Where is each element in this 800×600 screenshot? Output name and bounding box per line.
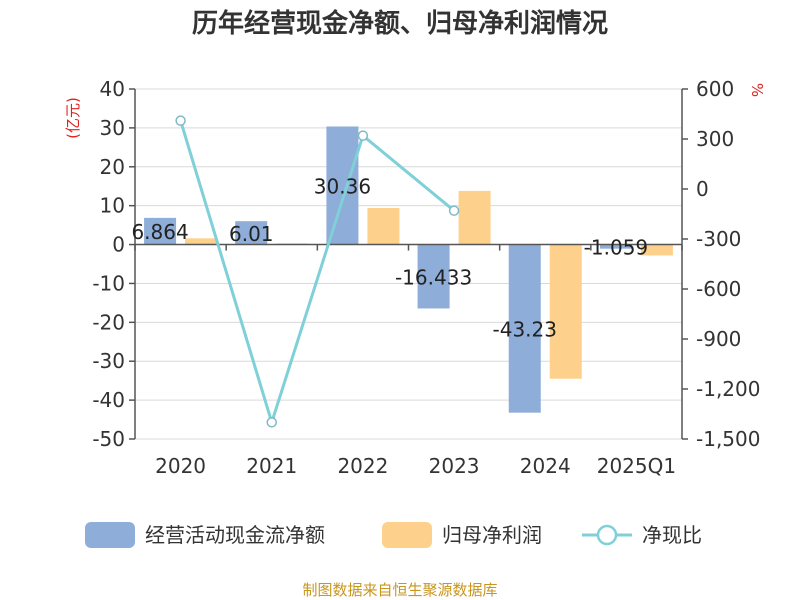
legend-swatch-net-profit	[382, 522, 432, 548]
bar-cashflow	[417, 244, 450, 309]
left-tick-label: -50	[92, 427, 125, 451]
bar-cashflow	[599, 244, 632, 249]
bar-net-profit	[549, 244, 582, 379]
grid-lines	[135, 88, 682, 440]
legend: 经营活动现金流净额 归母净利润 净现比	[85, 522, 702, 548]
x-tick-label: 2022	[337, 454, 388, 478]
bar-net-profit	[367, 208, 400, 245]
data-label: -16.433	[395, 266, 472, 290]
right-tick-label: 0	[696, 177, 709, 201]
data-label: 6.01	[229, 222, 274, 246]
line-net-cash-ratio	[179, 120, 456, 428]
data-label: -1.059	[584, 236, 648, 260]
line-series	[175, 115, 460, 428]
right-tick-label: -600	[696, 277, 741, 301]
left-tick-label: 40	[100, 77, 125, 101]
x-tick-label: 2023	[429, 454, 480, 478]
data-label: 30.36	[314, 175, 371, 199]
axes: 40 30 20 10 0 -10 -20 -30 -40 -50 600 300 0 -300 -600 -…	[92, 77, 760, 478]
right-axis-unit: %	[748, 83, 766, 97]
right-tick-label: -900	[696, 327, 741, 351]
right-tick-label: 600	[696, 77, 734, 101]
right-tick-label: -300	[696, 227, 741, 251]
bar-net-profit	[640, 244, 673, 256]
bar-cashflow	[326, 126, 359, 245]
left-tick-label: 0	[112, 233, 125, 257]
bar-cashflow	[508, 244, 541, 413]
x-tick-label: 2024	[520, 454, 571, 478]
left-tick-label: -30	[92, 349, 125, 373]
legend-swatch-cashflow	[85, 522, 135, 548]
source-note: 制图数据来自恒生聚源数据库	[302, 581, 497, 599]
left-tick-label: -20	[92, 310, 125, 334]
right-tick-label: 300	[696, 127, 734, 151]
left-axis-unit: (亿元)	[64, 97, 82, 139]
line-point	[266, 417, 277, 428]
right-tick-label: -1,200	[696, 377, 760, 401]
x-tick-label: 2020	[155, 454, 206, 478]
left-tick-label: 20	[100, 155, 125, 179]
line-point	[448, 205, 460, 216]
legend-label-net-profit: 归母净利润	[442, 523, 542, 547]
legend-label-ratio: 净现比	[642, 523, 702, 547]
left-tick-label: -40	[92, 388, 125, 412]
bar-cashflow	[235, 221, 268, 245]
line-point	[357, 130, 369, 141]
x-tick-label: 2025Q1	[597, 454, 676, 478]
data-label: 6.864	[131, 220, 188, 244]
bar-cashflow	[144, 217, 177, 245]
left-tick-label: 10	[100, 194, 125, 218]
data-label: -43.23	[493, 318, 557, 342]
left-tick-label: -10	[92, 271, 125, 295]
bar-net-profit	[185, 238, 218, 245]
right-tick-label: -1,500	[696, 427, 760, 451]
x-tick-label: 2021	[246, 454, 297, 478]
line-point	[175, 115, 186, 126]
chart-title: 历年经营现金净额、归母净利润情况	[192, 8, 608, 39]
left-tick-label: 30	[100, 116, 125, 140]
bar-net-profit	[458, 190, 491, 245]
legend-label-cashflow: 经营活动现金流净额	[145, 523, 325, 547]
data-labels: 6.864 6.01 30.36 -16.433 -43.23 -1.059	[131, 175, 648, 342]
bars	[144, 126, 673, 413]
legend-swatch-ratio-marker	[596, 524, 618, 546]
